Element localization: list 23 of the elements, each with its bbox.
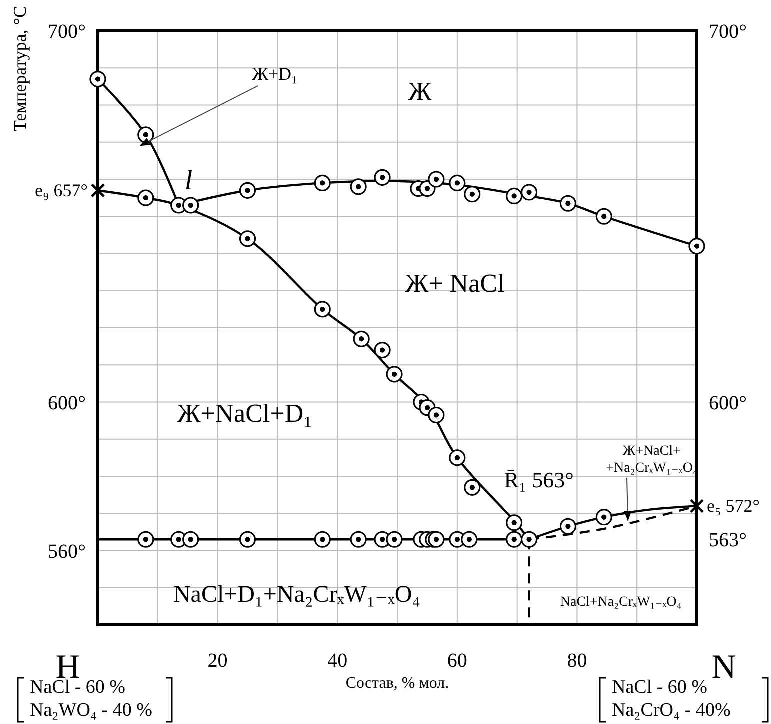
annotation: e₅ 572° xyxy=(707,496,760,516)
annotation: Ж+ NaCl xyxy=(405,269,505,298)
x-tick-label: 60 xyxy=(447,650,468,672)
y-axis-title: Температура, °C xyxy=(10,6,30,132)
annotation: l xyxy=(184,165,193,196)
annotation: Ж+NaCl+D₁ xyxy=(177,399,313,428)
y2-tick-label: 700° xyxy=(709,21,747,43)
x-tick-label: 40 xyxy=(328,650,348,672)
x-axis-title: Состав, % мол. xyxy=(346,675,450,692)
y-tick-label: 560° xyxy=(48,540,86,563)
y2-tick-label: 563° xyxy=(709,530,747,552)
y-tick-label: 600° xyxy=(48,392,86,414)
annotation: Ж+D₁ xyxy=(252,64,298,84)
annotation: e₉ 657° xyxy=(35,180,88,201)
annotation: Ж+NaCl+ +Na₂CrₓW₁₋ₓO₄ xyxy=(606,444,698,476)
x-tick-label: 20 xyxy=(208,650,228,672)
annotation: Ж xyxy=(408,77,432,106)
y2-tick-label: 600° xyxy=(709,392,747,414)
x-tick-label: 80 xyxy=(567,650,588,672)
annotation: NaCl+Na₂CrₓW₁₋ₓO₄ xyxy=(560,595,682,610)
y-tick-label: 700° xyxy=(48,21,86,43)
annotation: R̄₁ 563° xyxy=(504,468,574,493)
annotation: NaCl+D₁+Na₂CrₓW₁₋ₓO₄ xyxy=(173,582,421,608)
